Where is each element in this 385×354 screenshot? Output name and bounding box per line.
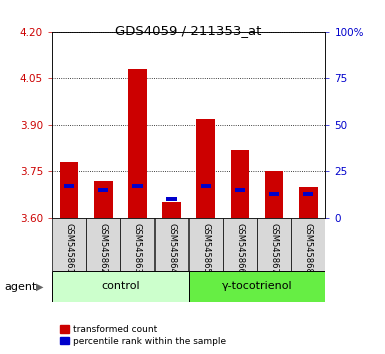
Bar <box>235 188 245 192</box>
Bar <box>189 218 223 271</box>
Text: GDS4059 / 211353_at: GDS4059 / 211353_at <box>116 24 262 37</box>
Bar <box>201 184 211 188</box>
Bar <box>303 192 313 195</box>
Bar <box>132 184 142 188</box>
Bar <box>189 271 325 302</box>
Bar <box>299 187 318 218</box>
Bar <box>121 218 154 271</box>
Text: GSM545867: GSM545867 <box>270 223 279 274</box>
Bar <box>64 184 74 188</box>
Text: GSM545864: GSM545864 <box>167 223 176 273</box>
Bar <box>269 192 279 195</box>
Bar <box>86 218 120 271</box>
Bar <box>264 171 283 218</box>
Text: agent: agent <box>5 282 37 292</box>
Legend: transformed count, percentile rank within the sample: transformed count, percentile rank withi… <box>57 321 229 349</box>
Bar <box>52 218 86 271</box>
Bar <box>196 119 215 218</box>
Bar <box>94 181 113 218</box>
Bar <box>166 197 177 201</box>
Bar <box>52 271 189 302</box>
Text: GSM545868: GSM545868 <box>304 223 313 274</box>
Bar <box>257 218 291 271</box>
Bar <box>98 188 109 192</box>
Text: control: control <box>101 281 140 291</box>
Bar <box>155 218 189 271</box>
Text: ▶: ▶ <box>36 282 43 292</box>
Bar <box>128 69 147 218</box>
Bar <box>60 162 79 218</box>
Text: GSM545866: GSM545866 <box>235 223 244 274</box>
Bar <box>223 218 257 271</box>
Text: GSM545863: GSM545863 <box>133 223 142 274</box>
Text: GSM545861: GSM545861 <box>65 223 74 273</box>
Bar <box>291 218 325 271</box>
Text: GSM545862: GSM545862 <box>99 223 108 273</box>
Text: γ-tocotrienol: γ-tocotrienol <box>222 281 292 291</box>
Text: GSM545865: GSM545865 <box>201 223 210 273</box>
Bar <box>162 202 181 218</box>
Bar <box>231 150 249 218</box>
